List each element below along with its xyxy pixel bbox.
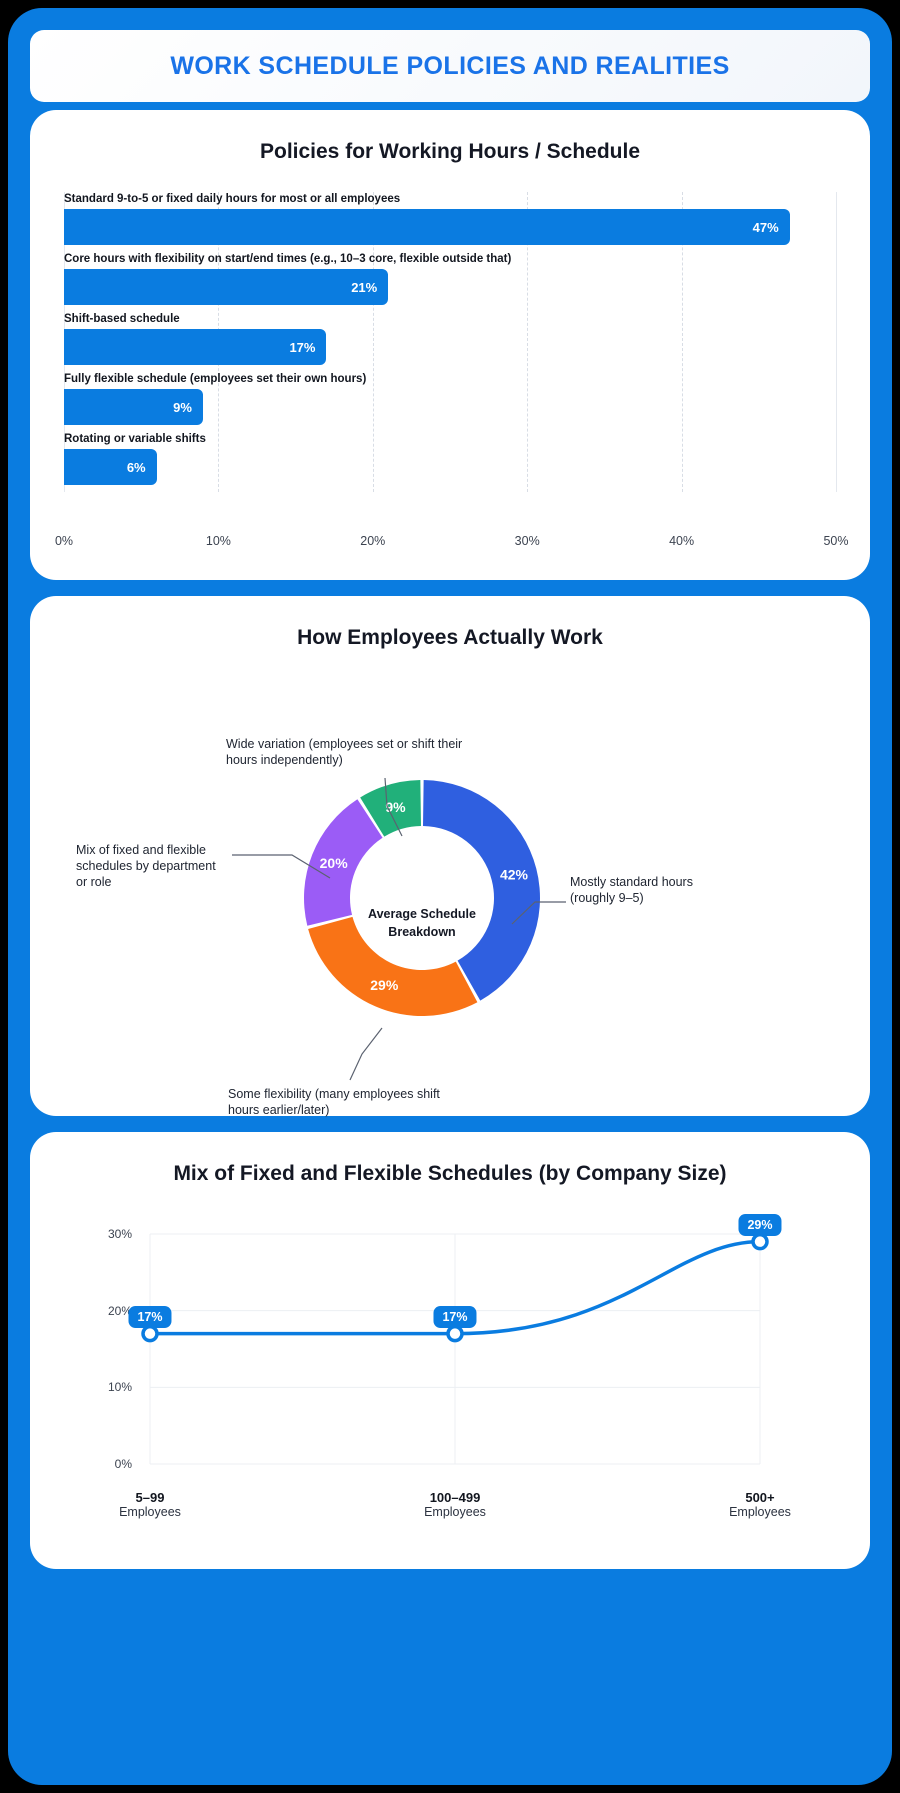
line-chart-card: Mix of Fixed and Flexible Schedules (by … <box>30 1132 870 1569</box>
donut-callout-label: Mix of fixed and flexible schedules by d… <box>76 843 216 889</box>
x-axis-category-name: 100–499 <box>429 1490 481 1505</box>
donut-callout-mostly-standard: Mostly standard hours (roughly 9–5) <box>570 874 730 906</box>
bar-chart-title: Policies for Working Hours / Schedule <box>259 140 641 163</box>
bar-track: 47% <box>64 209 836 245</box>
bar-value-label: 9% <box>173 399 192 415</box>
x-axis-tick-label: 30% <box>514 534 540 548</box>
bar-value-label: 17% <box>289 339 316 355</box>
y-axis-tick-label: 20% <box>107 1303 132 1318</box>
donut-slices: 42% 29% 20% 9% <box>304 780 540 1016</box>
donut-value-label: 9% <box>385 799 406 815</box>
line-chart-svg <box>141 1232 769 1465</box>
donut-value-label: 29% <box>370 977 399 993</box>
infographic-frame: WORK SCHEDULE POLICIES AND REALITIES Pol… <box>8 8 892 1785</box>
y-axis-tick-label: 0% <box>114 1457 132 1471</box>
bar-segment[interactable]: 17% <box>64 329 327 365</box>
donut-leader-line <box>384 777 403 837</box>
donut-leader-line <box>349 1027 383 1081</box>
y-axis-tick-label: 30% <box>107 1227 132 1241</box>
donut-slice[interactable] <box>360 780 421 837</box>
donut-callout-some-flexibility: Some flexibility (many employees shift h… <box>228 1086 468 1118</box>
bar-segment[interactable]: 9% <box>64 389 203 425</box>
gridline <box>681 192 683 492</box>
bar-chart-plot: Standard 9-to-5 or fixed daily hours for… <box>64 192 837 522</box>
line-data-point[interactable] <box>141 1324 159 1343</box>
bar-row: Rotating or variable shifts 6% <box>64 432 836 492</box>
line-chart-title: Mix of Fixed and Flexible Schedules (by … <box>173 1162 727 1185</box>
bar-value-label: 47% <box>752 219 779 235</box>
x-axis-tick-label: 10% <box>205 534 231 548</box>
page-title: WORK SCHEDULE POLICIES AND REALITIES <box>170 51 730 80</box>
donut-center-label-2: Breakdown <box>388 925 455 939</box>
x-axis-category-sublabel: Employees <box>119 1505 181 1519</box>
donut-callout-mix-fixed-flexible: Mix of fixed and flexible schedules by d… <box>76 842 228 890</box>
x-axis-tick-label: 50% <box>823 534 849 548</box>
gridline <box>836 192 837 492</box>
bar-row: Core hours with flexibility on start/end… <box>64 252 836 312</box>
bar-chart-x-axis: 0% 10% 20% 30% 40% 50% <box>55 528 849 558</box>
donut-leader-line <box>511 901 566 925</box>
donut-slice[interactable] <box>304 799 383 926</box>
line-value-badge[interactable]: 17% <box>128 1305 172 1328</box>
bar-value-label: 21% <box>351 279 378 295</box>
bar-row: Standard 9-to-5 or fixed daily hours for… <box>64 192 836 252</box>
donut-svg: 42% 29% 20% 9% Average Schedule Breakdown <box>232 777 566 1081</box>
x-axis-tick-label: 40% <box>669 534 695 548</box>
donut-chart-card: How Employees Actually Work 42% 29% 20% 9% … <box>30 596 870 1117</box>
gridline <box>372 192 374 492</box>
donut-slice[interactable] <box>423 780 540 1001</box>
x-axis-category-label: 5–99 Employees <box>119 1490 181 1519</box>
line-chart-plot: 0% 10% 20% 30% 5–99 Employees 100–499 Employee… <box>30 1196 870 1526</box>
donut-value-label: 20% <box>320 855 349 871</box>
bar-track: 21% <box>64 269 836 305</box>
line-series-markers <box>141 1232 769 1343</box>
donut-value-label: 42% <box>500 866 529 882</box>
bar-category-label: Rotating or variable shifts <box>64 433 206 445</box>
donut-chart-plot: 42% 29% 20% 9% Average Schedule Breakdown W… <box>30 656 870 1117</box>
bar-track: 6% <box>64 449 836 485</box>
bar-segment[interactable]: 6% <box>64 449 157 485</box>
x-axis-category-sublabel: Employees <box>424 1505 486 1519</box>
donut-leader-line <box>232 854 331 879</box>
line-data-point[interactable] <box>446 1324 464 1343</box>
x-axis-tick-label: 0% <box>54 534 74 548</box>
x-axis-tick-label: 20% <box>360 534 386 548</box>
bar-chart-card: Policies for Working Hours / Schedule St… <box>30 110 870 580</box>
x-axis-category-label: 100–499 Employees <box>424 1490 486 1519</box>
bar-category-label: Fully flexible schedule (employees set t… <box>64 373 367 385</box>
bar-category-label: Standard 9-to-5 or fixed daily hours for… <box>64 193 401 205</box>
donut-callout-label: Some flexibility (many employees shift h… <box>228 1087 440 1117</box>
y-axis-tick-label: 10% <box>107 1380 132 1395</box>
bar-value-label: 6% <box>126 459 146 475</box>
x-axis-category-name: 5–99 <box>135 1490 165 1505</box>
line-value-badge[interactable]: 29% <box>738 1213 782 1236</box>
donut-callout-label: Mostly standard hours (roughly 9–5) <box>570 875 693 905</box>
bar-category-label: Core hours with flexibility on start/end… <box>64 253 512 265</box>
x-axis-category-label: 500+ Employees <box>729 1490 791 1519</box>
line-data-point[interactable] <box>751 1232 769 1251</box>
gridline <box>527 192 529 492</box>
donut-callout-wide-variation: Wide variation (employees set or shift t… <box>226 736 476 768</box>
bar-row: Fully flexible schedule (employees set t… <box>64 372 836 432</box>
bar-row: Shift-based schedule 17% <box>64 312 836 372</box>
line-value-badge[interactable]: 17% <box>433 1305 477 1328</box>
donut-center-label-1: Average Schedule <box>368 907 476 921</box>
bar-category-label: Shift-based schedule <box>64 313 180 325</box>
line-chart-gridlines <box>149 1233 761 1465</box>
x-axis-category-sublabel: Employees <box>729 1505 791 1519</box>
x-axis-category-name: 500+ <box>745 1490 775 1505</box>
bar-track: 17% <box>64 329 836 365</box>
bar-segment[interactable]: 21% <box>64 269 389 305</box>
bar-segment[interactable]: 47% <box>64 209 790 245</box>
donut-slice[interactable] <box>308 916 478 1016</box>
header-card: WORK SCHEDULE POLICIES AND REALITIES <box>30 30 870 102</box>
bar-track: 9% <box>64 389 836 425</box>
donut-callout-label: Wide variation (employees set or shift t… <box>226 737 463 767</box>
donut-leader-lines <box>232 777 566 1081</box>
donut-chart-title: How Employees Actually Work <box>297 626 603 649</box>
